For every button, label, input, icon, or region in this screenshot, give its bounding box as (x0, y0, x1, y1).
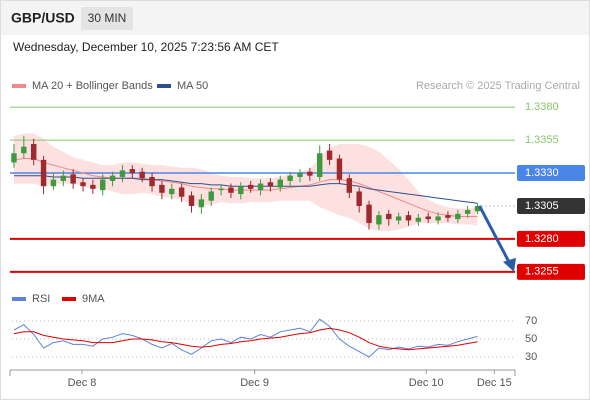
candle-body (386, 213, 392, 220)
candle-body (257, 183, 264, 191)
level-label: 1.3355 (525, 134, 559, 146)
candle-body (425, 216, 431, 220)
candle-body (70, 174, 76, 184)
candle-body (326, 150, 333, 160)
x-tick-label: Dec 9 (240, 377, 269, 389)
candle-body (119, 170, 126, 177)
ma-line (13, 158, 478, 217)
timeframe: 30 MIN (88, 11, 127, 25)
candle-body (435, 216, 441, 221)
x-tick-label: Dec 15 (477, 377, 512, 389)
candle-body (445, 215, 451, 218)
legend-label: 9MA (82, 293, 105, 305)
level-label: 1.3255 (525, 266, 559, 278)
candle-body (346, 178, 353, 193)
level-label: 1.3380 (525, 101, 559, 113)
candle-body (178, 187, 185, 197)
legend-swatch (62, 297, 76, 301)
candle-body (297, 173, 303, 177)
candle-body (90, 184, 96, 189)
candle-body (149, 176, 155, 187)
candle-body (247, 184, 254, 189)
level-label: 1.3280 (525, 233, 559, 245)
candle-body (109, 175, 116, 181)
candle-body (474, 205, 481, 212)
legend-swatch (12, 84, 26, 88)
legend-label: MA 20 + Bollinger Bands (32, 80, 153, 92)
level-box (517, 197, 585, 214)
datetime: Wednesday, December 10, 2025 7:23:56 AM … (13, 40, 279, 54)
x-tick-label: Dec 10 (409, 377, 444, 389)
candle-body (395, 216, 402, 221)
candle-body (307, 171, 313, 176)
candle-body (455, 213, 461, 220)
candle-body (277, 179, 283, 188)
legend-swatch (157, 84, 171, 88)
level-label: 1.3330 (525, 167, 559, 179)
candle-body (100, 179, 106, 191)
candle-body (415, 217, 422, 222)
candle-body (50, 179, 57, 187)
legend-label: MA 50 (177, 80, 208, 92)
legend-swatch (12, 297, 26, 301)
candle-body (129, 169, 136, 174)
candle-body (317, 153, 323, 177)
candle-body (238, 186, 244, 195)
indicator-line (13, 318, 478, 358)
candle-body (198, 199, 205, 208)
candle-body (267, 182, 274, 187)
forecast-arrowhead (503, 257, 516, 272)
legend-label: RSI (32, 293, 50, 305)
candle-body (139, 171, 145, 179)
candle-body (366, 204, 372, 224)
indicator-line (13, 327, 478, 351)
candle-body (60, 175, 66, 181)
timeframe-badge (81, 7, 133, 30)
level-box (517, 263, 585, 280)
candle-body (40, 159, 47, 187)
candle-body (11, 153, 17, 163)
candle-body (208, 191, 214, 201)
candle-body (218, 188, 224, 191)
candle-body (376, 215, 382, 225)
candle-body (336, 158, 343, 180)
candle-body (405, 215, 412, 221)
level-label: 1.3305 (525, 200, 559, 212)
y-tick-label: 50 (525, 333, 537, 345)
symbol: GBP/USD (11, 10, 75, 26)
candle-body (228, 187, 234, 193)
candle-body (169, 188, 175, 195)
candle-body (356, 191, 362, 206)
level-box (517, 230, 585, 247)
candle-body (159, 184, 165, 193)
candle-body (80, 182, 86, 187)
candle-body (30, 144, 37, 160)
ma-line (14, 175, 478, 204)
forecast-arrow (478, 205, 513, 267)
candle-body (287, 175, 293, 181)
level-box (517, 165, 585, 182)
y-tick-label: 30 (525, 351, 537, 363)
candle-body (464, 209, 471, 214)
candle-body (188, 195, 195, 206)
candle-body (21, 146, 27, 154)
x-tick-label: Dec 8 (68, 377, 97, 389)
bollinger-band (14, 133, 478, 231)
y-tick-label: 70 (525, 315, 537, 327)
source: Research © 2025 Trading Central (416, 80, 580, 92)
